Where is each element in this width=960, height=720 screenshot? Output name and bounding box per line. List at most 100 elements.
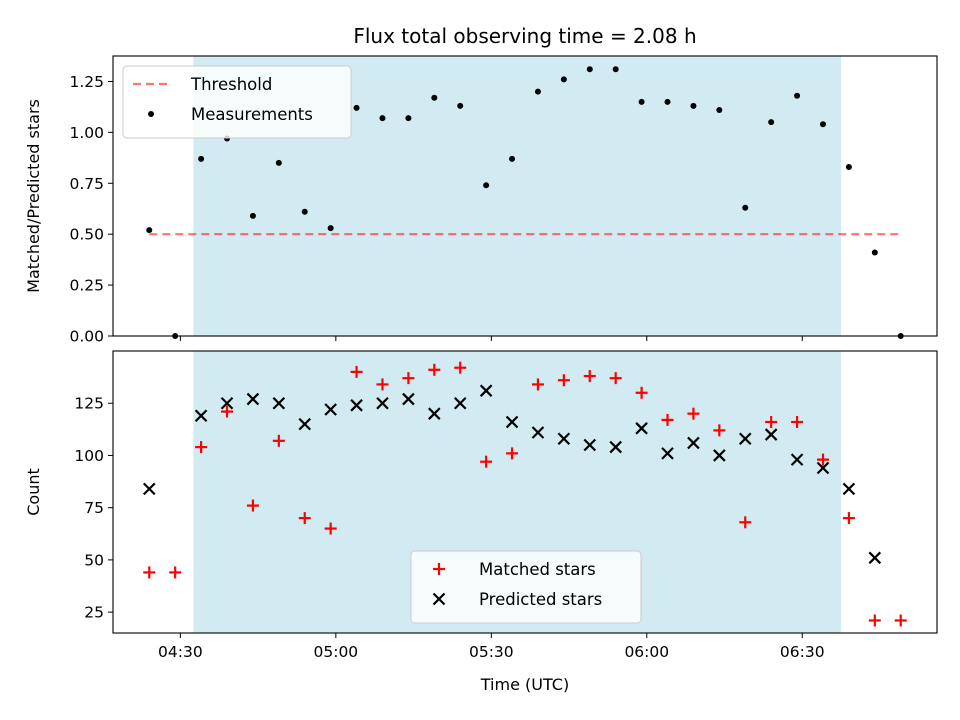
predicted-star-point: [428, 407, 441, 420]
predicted-star-point: [432, 592, 446, 606]
measurement-point: [431, 94, 438, 101]
predicted-star-point: [324, 403, 337, 416]
legend-box: [410, 550, 642, 624]
chart-title: Flux total observing time = 2.08 h: [353, 24, 696, 48]
matched-star-point: [433, 563, 445, 575]
predicted-star-point: [246, 392, 260, 406]
matched-star-point: [868, 614, 881, 627]
matched-star-point: [713, 424, 726, 437]
predicted-star-point: [738, 432, 752, 446]
y-axis-label: Count: [24, 468, 43, 516]
y-tick-label: 0.25: [69, 277, 104, 295]
measurement-point: [871, 249, 878, 256]
predicted-star-point: [194, 409, 208, 423]
series-predicted-stars: [142, 384, 882, 565]
y-tick-label: 50: [84, 551, 104, 569]
predicted-star-point: [220, 396, 234, 410]
predicted-star-point: [272, 396, 286, 410]
measurement-point: [534, 88, 541, 95]
x-tick-label: 06:30: [780, 643, 825, 661]
y-tick-label: 0.50: [69, 226, 104, 244]
count-panel: 25 50 75 100 125 04:30 05:00 05:30 06:00 06:30 Cou…: [24, 350, 938, 661]
predicted-star-point: [816, 461, 830, 475]
matched-star-point: [661, 413, 674, 426]
predicted-star-point: [661, 447, 674, 460]
ratio-panel: 0.00 0.25 0.50 0.75 1.00 1.25 Matched/Predicte…: [24, 55, 938, 346]
predicted-star-point: [583, 438, 597, 452]
measurement-point: [353, 104, 360, 111]
measurement-point: [483, 182, 490, 189]
predicted-star-point: [531, 426, 545, 439]
y-tick-label: 0.00: [69, 328, 104, 346]
measurement-point: [148, 111, 154, 117]
measurement-point: [794, 92, 801, 99]
predicted-star-point: [790, 453, 804, 466]
matched-star-point: [221, 405, 234, 418]
axes-frame: [112, 350, 938, 634]
measurement-point: [638, 98, 645, 105]
predicted-star-point: [298, 417, 312, 431]
matched-star-point: [583, 370, 596, 383]
x-tick-label: 04:30: [158, 643, 203, 661]
matched-star-point: [246, 499, 259, 512]
predicted-star-point: [479, 384, 493, 397]
matched-star-point: [506, 447, 519, 460]
y-tick-label: 125: [74, 395, 104, 413]
measurement-point: [249, 212, 256, 219]
measurement-point: [560, 76, 567, 83]
axes-frame: [112, 55, 938, 337]
matched-star-point: [195, 441, 208, 454]
measurement-point: [768, 119, 775, 126]
y-tick-label: 100: [74, 447, 104, 465]
legend-entry-label: Predicted stars: [479, 590, 602, 609]
measurement-point: [509, 155, 516, 162]
matched-star-point: [609, 372, 622, 385]
predicted-star-point: [350, 399, 363, 412]
predicted-star-point: [505, 415, 519, 429]
matched-star-point: [376, 378, 389, 391]
measurement-point: [146, 227, 153, 234]
y-tick-label: 25: [84, 604, 104, 622]
measurement-point: [612, 66, 619, 73]
x-tick-label: 05:00: [314, 643, 359, 661]
matched-star-point: [324, 522, 337, 535]
measurement-point: [819, 121, 826, 128]
matched-star-point: [842, 512, 855, 525]
x-tick-label: 05:30: [469, 643, 514, 661]
y-axis-label: Matched/Predicted stars: [24, 99, 43, 293]
predicted-star-point: [402, 392, 415, 406]
matched-star-point: [428, 363, 441, 376]
measurement-point: [586, 66, 593, 73]
matched-star-point: [143, 566, 156, 579]
legend: Threshold Measurements: [122, 65, 352, 139]
predicted-star-point: [453, 396, 467, 410]
measurement-point: [275, 159, 282, 166]
measurement-point: [327, 225, 334, 232]
measurement-point: [664, 98, 671, 105]
predicted-star-point: [635, 422, 648, 435]
series-measurements: [146, 66, 904, 339]
matched-star-point: [816, 453, 829, 466]
measurement-point: [742, 204, 749, 211]
predicted-star-point: [609, 440, 622, 454]
matched-star-point: [350, 365, 363, 378]
matched-star-point: [272, 434, 285, 447]
predicted-star-point: [764, 428, 778, 441]
predicted-star-point: [557, 432, 571, 446]
legend-entry-label: Measurements: [191, 105, 313, 124]
matched-star-point: [791, 416, 804, 429]
measurement-point: [198, 155, 205, 162]
measurement-point: [301, 208, 308, 215]
measurement-point: [405, 115, 412, 122]
predicted-star-point: [713, 449, 726, 462]
y-tick-label: 0.75: [69, 175, 104, 193]
matched-star-point: [402, 372, 415, 385]
matched-star-point: [298, 512, 311, 525]
measurement-point: [690, 102, 697, 109]
measurement-point: [845, 163, 852, 170]
measurement-point: [457, 102, 464, 109]
predicted-star-point: [842, 482, 856, 496]
matched-star-point: [894, 614, 907, 627]
legend-box: [122, 65, 352, 139]
